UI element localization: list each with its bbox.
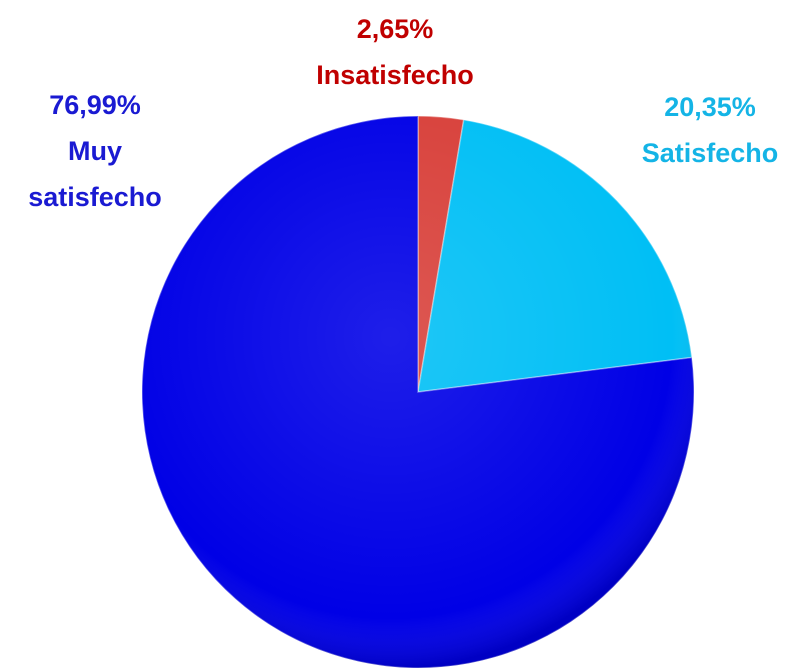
slice-label: 20,35% Satisfecho xyxy=(642,84,779,176)
category-label: Insatisfecho xyxy=(316,60,474,90)
value-label: 2,65% xyxy=(356,14,434,44)
value-label: 76,99% xyxy=(49,90,141,120)
value-label: 20,35% xyxy=(664,92,756,122)
category-label: Satisfecho xyxy=(641,138,779,168)
slice-label: 76,99% Muy satisfecho xyxy=(10,82,180,220)
category-label: Muy satisfecho xyxy=(28,136,162,212)
slice-label: 2,65% Insatisfecho xyxy=(316,6,474,98)
